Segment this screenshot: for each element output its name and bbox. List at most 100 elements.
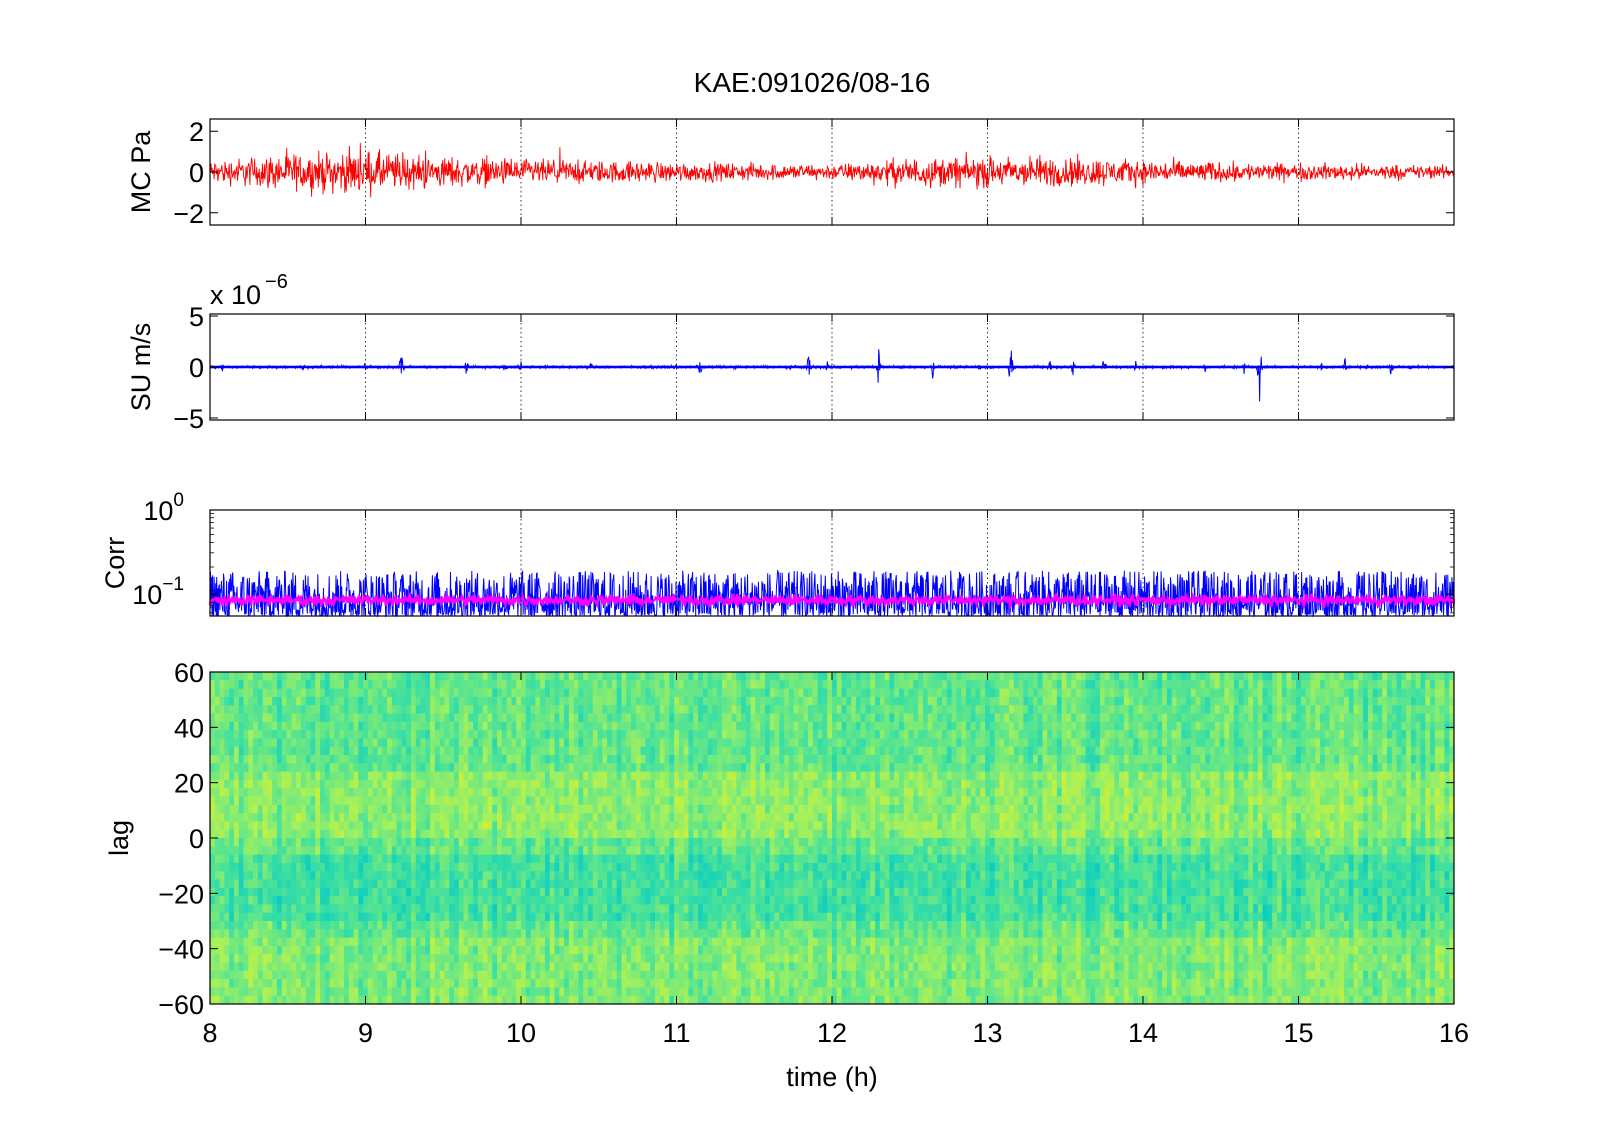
heatmap-cell bbox=[267, 746, 273, 756]
heatmap-cell bbox=[482, 954, 488, 963]
heatmap-cell bbox=[554, 779, 560, 789]
heatmap-cell bbox=[229, 738, 235, 748]
heatmap-cell bbox=[238, 829, 244, 839]
heatmap-cell bbox=[444, 713, 450, 723]
heatmap-cell bbox=[458, 912, 464, 922]
heatmap-cell bbox=[229, 788, 235, 797]
heatmap-cell bbox=[334, 738, 340, 748]
heatmap-cell bbox=[262, 813, 268, 822]
heatmap-cell bbox=[434, 871, 441, 880]
heatmap-cell bbox=[343, 945, 350, 955]
heatmap-cell bbox=[592, 721, 598, 731]
heatmap-cell bbox=[530, 904, 536, 914]
heatmap-cell bbox=[243, 746, 249, 756]
heatmap-cell bbox=[276, 896, 283, 905]
heatmap-cell bbox=[253, 730, 259, 739]
heatmap-cell bbox=[425, 887, 431, 897]
heatmap-cell bbox=[272, 813, 278, 822]
heatmap-cell bbox=[535, 846, 541, 855]
heatmap-cell bbox=[774, 912, 780, 922]
heatmap-cell bbox=[717, 979, 723, 988]
heatmap-cell bbox=[616, 871, 622, 880]
heatmap-cell bbox=[765, 813, 771, 822]
heatmap-cell bbox=[243, 896, 249, 905]
heatmap-cell bbox=[688, 979, 694, 988]
heatmap-cell bbox=[616, 672, 622, 681]
heatmap-cell bbox=[497, 705, 503, 714]
heatmap-cell bbox=[544, 887, 551, 897]
heatmap-cell bbox=[391, 730, 397, 739]
heatmap-cell bbox=[281, 904, 287, 914]
heatmap-cell bbox=[712, 937, 718, 947]
heatmap-cell bbox=[779, 954, 785, 963]
heatmap-cell bbox=[654, 962, 661, 972]
heatmap-cell bbox=[731, 696, 737, 706]
heatmap-cell bbox=[420, 738, 426, 748]
heatmap-cell bbox=[745, 846, 752, 855]
heatmap-cell bbox=[674, 763, 680, 772]
heatmap-cell bbox=[698, 779, 704, 789]
heatmap-cell bbox=[253, 904, 259, 914]
heatmap-cell bbox=[267, 688, 273, 698]
heatmap-cell bbox=[348, 879, 354, 889]
heatmap-cell bbox=[741, 672, 747, 681]
heatmap-cell bbox=[640, 763, 646, 772]
heatmap-cell bbox=[750, 921, 756, 930]
heatmap-cell bbox=[573, 979, 579, 988]
heatmap-cell bbox=[635, 962, 642, 972]
heatmap-cell bbox=[320, 813, 326, 822]
heatmap-cell bbox=[243, 838, 249, 847]
heatmap-cell bbox=[320, 945, 326, 955]
heatmap-cell bbox=[506, 871, 512, 880]
heatmap-cell bbox=[741, 721, 747, 731]
heatmap-cell bbox=[324, 738, 331, 748]
heatmap-cell bbox=[458, 929, 464, 938]
heatmap-cell bbox=[367, 738, 374, 748]
heatmap-cell bbox=[272, 954, 278, 963]
heatmap-cell bbox=[631, 680, 637, 689]
heatmap-cell bbox=[238, 696, 244, 706]
heatmap-cell bbox=[458, 962, 464, 972]
heatmap-cell bbox=[410, 995, 417, 1005]
heatmap-cell bbox=[430, 705, 436, 714]
heatmap-cell bbox=[506, 829, 512, 839]
heatmap-cell bbox=[602, 821, 608, 831]
heatmap-cell bbox=[501, 929, 508, 938]
heatmap-cell bbox=[755, 954, 761, 963]
heatmap-cell bbox=[267, 813, 273, 822]
heatmap-cell bbox=[262, 755, 268, 764]
heatmap-cell bbox=[382, 979, 388, 988]
heatmap-cell bbox=[765, 688, 771, 698]
heatmap-cell bbox=[597, 846, 603, 855]
heatmap-cell bbox=[477, 738, 484, 748]
heatmap-cell bbox=[276, 945, 283, 955]
heatmap-cell bbox=[387, 730, 393, 739]
heatmap-cell bbox=[444, 879, 450, 889]
heatmap-cell bbox=[631, 879, 637, 889]
heatmap-cell bbox=[367, 921, 374, 930]
heatmap-cell bbox=[564, 771, 570, 781]
heatmap-cell bbox=[372, 804, 378, 814]
heatmap-cell bbox=[310, 796, 316, 806]
heatmap-cell bbox=[607, 854, 613, 864]
heatmap-cell bbox=[635, 912, 642, 922]
heatmap-cell bbox=[516, 871, 522, 880]
heatmap-cell bbox=[348, 779, 354, 789]
heatmap-cell bbox=[492, 846, 498, 855]
heatmap-cell bbox=[573, 829, 579, 839]
heatmap-cell bbox=[320, 912, 326, 922]
heatmap-cell bbox=[267, 846, 273, 855]
heatmap-cell bbox=[774, 738, 780, 748]
heatmap-cell bbox=[367, 945, 374, 955]
heatmap-cell bbox=[415, 680, 421, 689]
heatmap-cell bbox=[463, 929, 469, 938]
heatmap-cell bbox=[415, 738, 421, 748]
heatmap-cell bbox=[401, 995, 407, 1005]
heatmap-cell bbox=[291, 879, 297, 889]
heatmap-cell bbox=[315, 755, 321, 764]
heatmap-cell bbox=[229, 771, 235, 781]
heatmap-cell bbox=[755, 771, 761, 781]
heatmap-cell bbox=[420, 688, 426, 698]
heatmap-cell bbox=[477, 904, 484, 914]
heatmap-cell bbox=[736, 979, 742, 988]
